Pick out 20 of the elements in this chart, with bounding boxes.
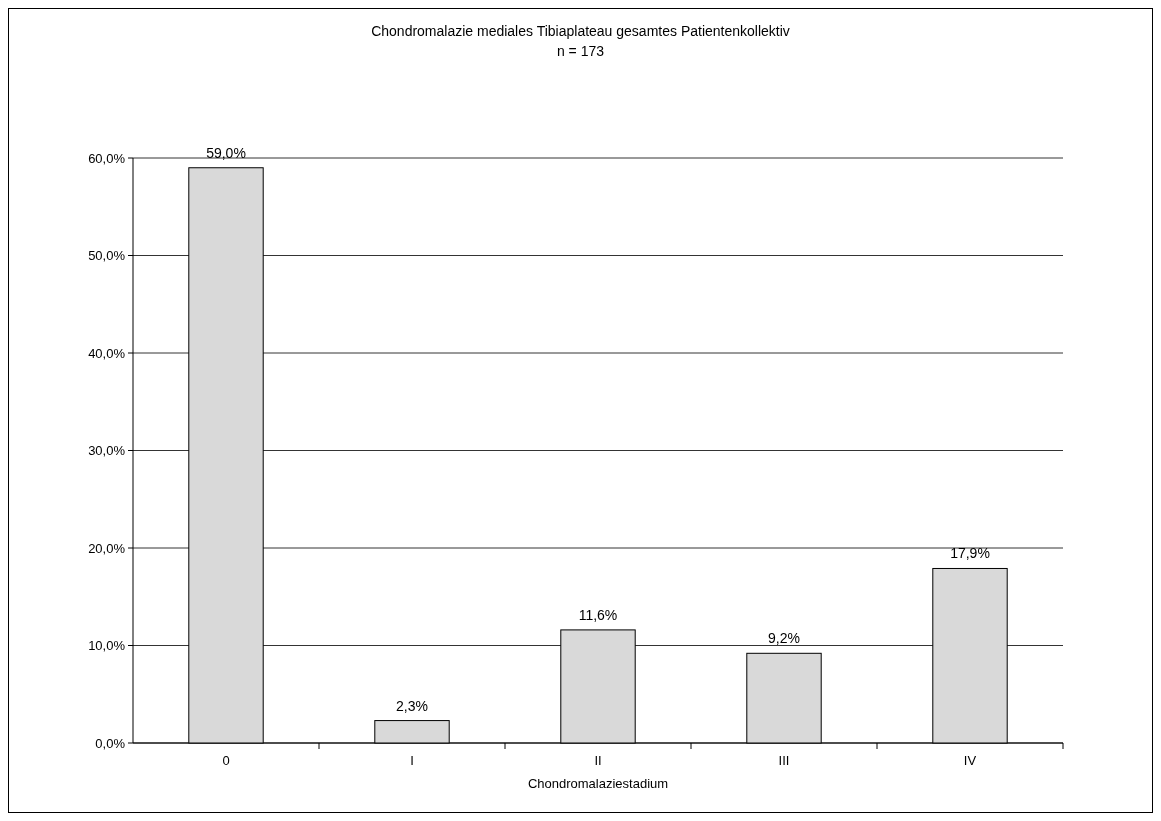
- chart-subtitle: n = 173: [556, 43, 605, 59]
- x-tick-label: I: [410, 753, 414, 768]
- y-tick-label: 30,0%: [88, 443, 126, 459]
- x-tick-label: III: [778, 753, 790, 768]
- data-label: 11,6%: [578, 606, 618, 623]
- x-tick-label: IV: [963, 753, 977, 768]
- y-tick-label: 20,0%: [88, 540, 126, 556]
- chart-title: Chondromalazie mediales Tibiaplateau gesamtes Patientenkollektiv: [371, 23, 790, 39]
- y-tick-label: 60,0%: [88, 150, 126, 166]
- x-axis-title: Chondromalaziestadium: [527, 776, 669, 791]
- y-tick-label: 40,0%: [88, 345, 126, 361]
- y-tick-label: 50,0%: [88, 248, 126, 264]
- x-tick-label: II: [594, 753, 602, 768]
- x-tick-label: 0: [222, 753, 230, 768]
- y-tick-label: 10,0%: [88, 638, 126, 654]
- data-label: 2,3%: [396, 697, 428, 714]
- data-label: 9,2%: [768, 630, 800, 647]
- data-label: 59,0%: [206, 144, 246, 161]
- data-label: 17,9%: [950, 545, 990, 562]
- y-tick-label: 0,0%: [95, 735, 126, 751]
